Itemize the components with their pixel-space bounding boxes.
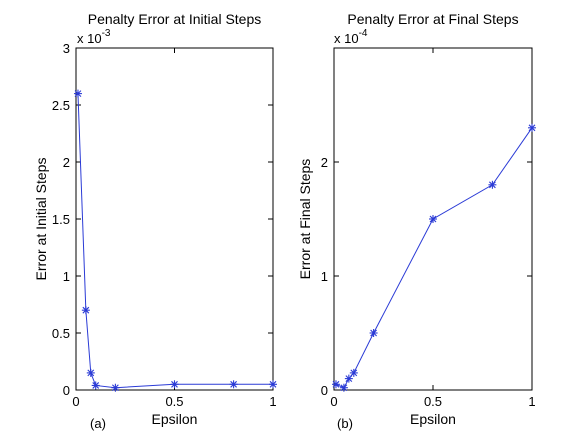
plot-frame (75, 47, 274, 391)
x-tick-label: 1 (269, 394, 276, 409)
data-point (91, 381, 100, 390)
x-tick-label: 1 (528, 394, 535, 409)
y-exponent-power: -4 (359, 28, 368, 39)
panel-label: (a) (90, 416, 106, 431)
y-tick-label: 2 (63, 155, 70, 170)
x-tick-label: 0 (72, 394, 79, 409)
y-exponent-label: x 10-3 (77, 28, 111, 46)
y-exponent-base: x 10 (334, 31, 359, 46)
data-point (73, 89, 82, 98)
data-point (369, 329, 378, 337)
panel-label: (b) (337, 416, 353, 431)
chart-panel-b: Penalty Error at Final Steps Epsilon Error… (297, 11, 536, 431)
y-exponent-power: -3 (102, 28, 111, 39)
series-line (335, 127, 533, 389)
y-exponent-base: x 10 (77, 31, 102, 46)
data-point (488, 180, 497, 189)
series-line (77, 93, 273, 389)
x-axis-label: Epsilon (410, 411, 456, 427)
y-axis-label: Error at Final Steps (297, 159, 313, 280)
y-tick-label: 3 (63, 41, 70, 56)
x-tick-label: 0.5 (165, 394, 183, 409)
x-tick-label: 0.5 (424, 394, 442, 409)
x-axis-label: Epsilon (152, 411, 198, 427)
data-point (111, 383, 120, 392)
data-point (86, 368, 95, 377)
y-tick-label: 0 (321, 383, 328, 398)
y-tick-label: 1.5 (52, 212, 70, 227)
data-point (528, 123, 536, 132)
y-axis-label: Error at Initial Steps (33, 158, 49, 281)
chart-title: Penalty Error at Initial Steps (88, 11, 262, 27)
y-exponent-label: x 10-4 (334, 28, 368, 46)
chart-panel-a: Penalty Error at Initial Steps Epsilon Err… (33, 11, 277, 431)
y-tick-label: 1 (63, 269, 70, 284)
data-point (170, 380, 179, 389)
chart-title: Penalty Error at Final Steps (347, 11, 518, 27)
data-point (229, 380, 238, 389)
x-tick-label: 0 (330, 394, 337, 409)
data-point (331, 380, 340, 389)
y-tick-label: 0 (63, 383, 70, 398)
y-tick-label: 2 (321, 155, 328, 170)
data-point (344, 374, 353, 383)
data-point (339, 383, 348, 392)
data-point (269, 380, 277, 389)
y-tick-label: 2.5 (52, 98, 70, 113)
y-tick-label: 1 (321, 269, 328, 284)
data-point (81, 306, 90, 315)
data-point (429, 215, 437, 223)
y-tick-label: 0.5 (52, 326, 70, 341)
data-point (349, 368, 358, 377)
